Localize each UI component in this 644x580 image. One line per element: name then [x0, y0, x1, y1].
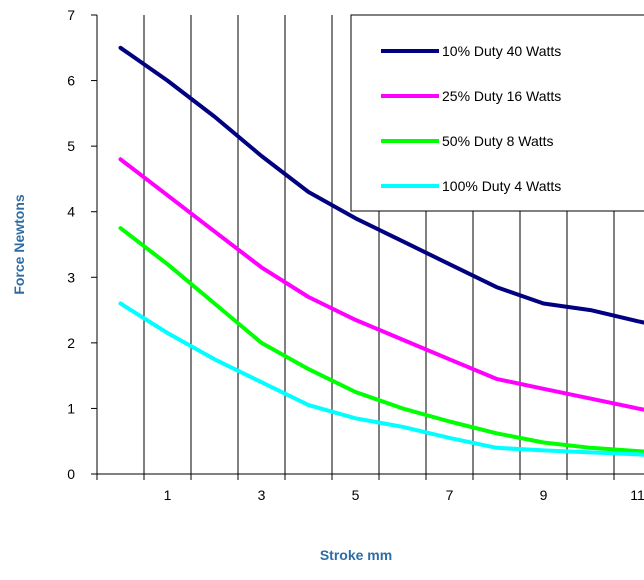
- y-axis-title: Force Newtons: [11, 194, 27, 295]
- legend-label-2: 25% Duty 16 Watts: [442, 88, 561, 104]
- x-tick-label: 11: [630, 487, 644, 503]
- y-tick-label: 6: [67, 73, 75, 89]
- legend-label-3: 50% Duty 8 Watts: [442, 133, 554, 149]
- y-tick-label: 1: [67, 400, 75, 416]
- x-tick-label: 3: [258, 487, 266, 503]
- legend-label-4: 100% Duty 4 Watts: [442, 178, 561, 194]
- axes: [91, 14, 644, 480]
- x-tick-label: 1: [164, 487, 172, 503]
- x-axis-title: Stroke mm: [320, 547, 392, 563]
- legend-box: [350, 14, 644, 212]
- y-tick-label: 7: [67, 7, 75, 23]
- series-lines: [118, 45, 644, 457]
- series-line-4: [118, 301, 644, 457]
- x-tick-label: 7: [446, 487, 454, 503]
- x-tick-label: 9: [540, 487, 548, 503]
- series-line-2: [118, 157, 644, 412]
- series-line-3: [118, 226, 644, 454]
- tick-labels: 01234567135791112.5: [67, 7, 644, 503]
- x-tick-label: 5: [352, 487, 360, 503]
- y-tick-label: 2: [67, 335, 75, 351]
- series-line-1: [118, 45, 644, 325]
- y-tick-label: 4: [67, 204, 75, 220]
- y-tick-label: 5: [67, 138, 75, 154]
- legend: 10% Duty 40 Watts 25% Duty 16 Watts 50% Du…: [350, 14, 644, 212]
- legend-label-1: 10% Duty 40 Watts: [442, 43, 561, 59]
- y-tick-label: 3: [67, 269, 75, 285]
- y-tick-label: 0: [67, 466, 75, 482]
